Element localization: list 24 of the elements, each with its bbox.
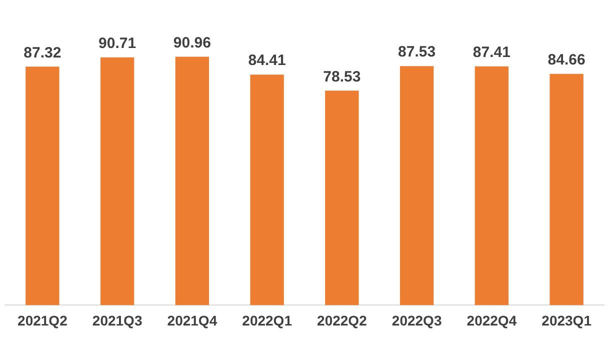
bar <box>474 66 509 306</box>
bar <box>325 90 359 306</box>
x-tick-label: 2023Q1 <box>542 312 592 328</box>
bar <box>100 57 134 306</box>
data-label: 84.66 <box>548 52 586 69</box>
x-tick-label: 2022Q2 <box>317 312 368 328</box>
data-label: 84.41 <box>248 52 286 70</box>
data-label: 90.71 <box>98 35 136 52</box>
data-label: 87.32 <box>24 44 62 62</box>
x-tick-label: 2022Q4 <box>466 312 517 328</box>
bar <box>175 56 210 306</box>
data-label: 87.53 <box>398 44 436 61</box>
bar <box>550 74 584 306</box>
bar <box>26 66 60 306</box>
data-label: 78.53 <box>323 68 361 86</box>
data-label: 87.41 <box>472 44 510 62</box>
data-label: 90.96 <box>173 34 211 52</box>
bar <box>400 66 434 306</box>
x-tick-label: 2021Q2 <box>18 312 68 328</box>
x-tick-label: 2021Q3 <box>92 312 142 328</box>
x-tick-label: 2021Q4 <box>167 312 218 328</box>
x-tick-label: 2022Q3 <box>392 312 442 328</box>
bar <box>250 74 284 306</box>
x-tick-label: 2022Q1 <box>242 312 292 328</box>
